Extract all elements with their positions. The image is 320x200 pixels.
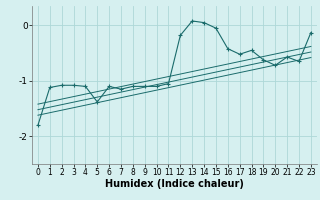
X-axis label: Humidex (Indice chaleur): Humidex (Indice chaleur) [105,179,244,189]
